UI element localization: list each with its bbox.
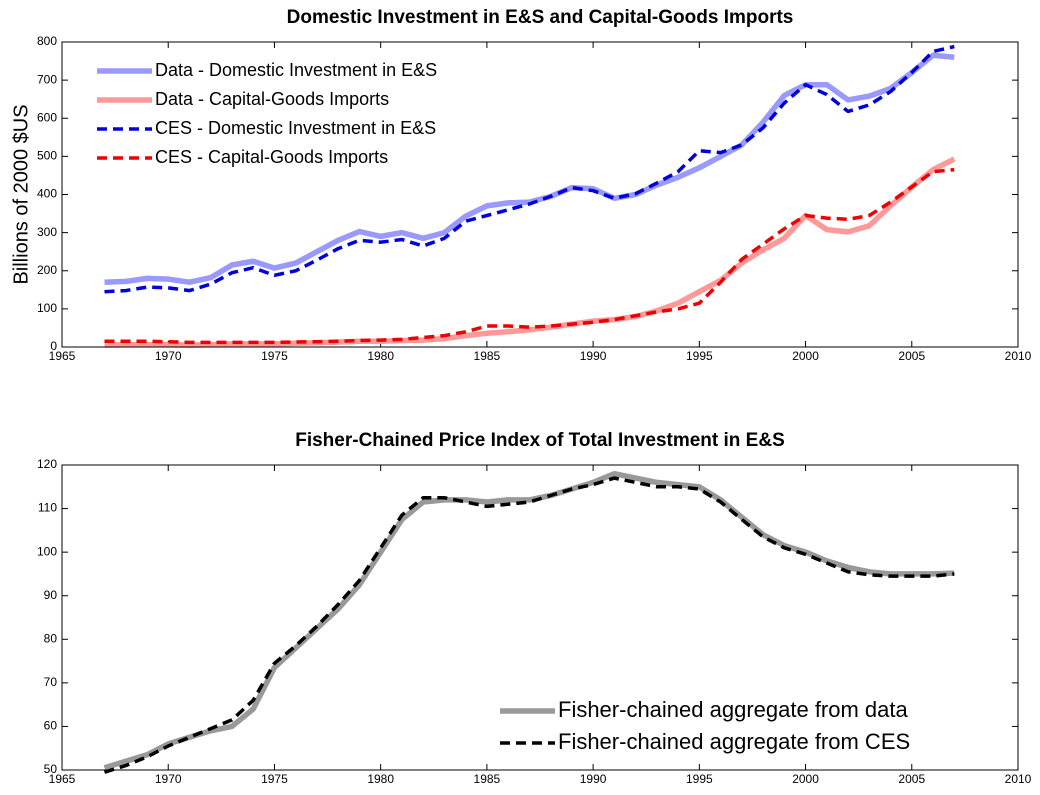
x-tick-label: 1995 bbox=[686, 772, 713, 786]
plot-area bbox=[62, 42, 1018, 347]
y-tick-label: 500 bbox=[37, 149, 57, 163]
x-tick-label: 1990 bbox=[580, 772, 607, 786]
y-tick-label: 120 bbox=[37, 457, 57, 471]
x-tick-label: 1975 bbox=[261, 772, 288, 786]
axes-frame bbox=[61, 464, 1019, 771]
x-tick-label: 2010 bbox=[1005, 349, 1032, 363]
y-tick-label: 80 bbox=[44, 631, 58, 645]
axes-frame bbox=[61, 41, 1019, 348]
y-tick-label: 70 bbox=[44, 675, 58, 689]
y-tick-label: 0 bbox=[50, 339, 57, 353]
x-tick-label: 1980 bbox=[367, 772, 394, 786]
series-line bbox=[103, 470, 955, 771]
chart-title: Fisher-Chained Price Index of Total Inve… bbox=[295, 430, 785, 451]
legend: Data - Domestic Investment in E&S Data - … bbox=[97, 60, 437, 167]
x-tick-label: 1995 bbox=[686, 349, 713, 363]
series-line bbox=[104, 156, 956, 348]
x-tick-label: 1985 bbox=[474, 349, 501, 363]
y-tick-label: 90 bbox=[44, 588, 58, 602]
x-tick-label: 1985 bbox=[474, 772, 501, 786]
y-tick-label: 100 bbox=[37, 301, 57, 315]
x-tick-label: 2005 bbox=[898, 772, 925, 786]
legend-label: Fisher-chained aggregate from CES bbox=[558, 729, 910, 754]
legend-label: Fisher-chained aggregate from data bbox=[558, 697, 909, 722]
x-tick-label: 2000 bbox=[792, 772, 819, 786]
x-tick-label: 2000 bbox=[792, 349, 819, 363]
series-line bbox=[104, 167, 955, 345]
x-tick-label: 1990 bbox=[580, 349, 607, 363]
x-tick-label: 1970 bbox=[155, 772, 182, 786]
series-line bbox=[104, 44, 955, 294]
x-tick-label: 2010 bbox=[1005, 772, 1032, 786]
x-tick-label: 1970 bbox=[155, 349, 182, 363]
chart-title: Domestic Investment in E&S and Capital-G… bbox=[287, 7, 794, 28]
y-tick-label: 400 bbox=[37, 187, 57, 201]
x-tick-label: 1965 bbox=[49, 349, 76, 363]
legend-label: Data - Domestic Investment in E&S bbox=[155, 60, 437, 80]
series-line bbox=[104, 52, 955, 285]
series-line bbox=[103, 476, 955, 774]
x-tick-label: 1975 bbox=[261, 349, 288, 363]
y-axis-label: Billions of 2000 $US bbox=[10, 104, 32, 284]
legend-label: CES - Capital-Goods Imports bbox=[155, 147, 388, 167]
y-tick-label: 300 bbox=[37, 225, 57, 239]
y-tick-label: 60 bbox=[44, 719, 58, 733]
legend-label: Data - Capital-Goods Imports bbox=[155, 89, 389, 109]
y-tick-label: 110 bbox=[38, 501, 57, 515]
legend: Fisher-chained aggregate from data Fisher… bbox=[500, 697, 910, 754]
y-tick-label: 50 bbox=[44, 762, 58, 776]
y-tick-label: 700 bbox=[37, 72, 57, 86]
y-tick-label: 800 bbox=[37, 34, 57, 48]
plot-area bbox=[62, 465, 1018, 770]
x-tick-label: 1980 bbox=[367, 349, 394, 363]
x-tick-label: 1965 bbox=[49, 772, 76, 786]
y-tick-label: 100 bbox=[37, 544, 57, 558]
y-tick-label: 200 bbox=[37, 263, 57, 277]
legend-label: CES - Domestic Investment in E&S bbox=[155, 118, 436, 138]
y-tick-label: 600 bbox=[37, 110, 57, 124]
x-tick-label: 2005 bbox=[898, 349, 925, 363]
